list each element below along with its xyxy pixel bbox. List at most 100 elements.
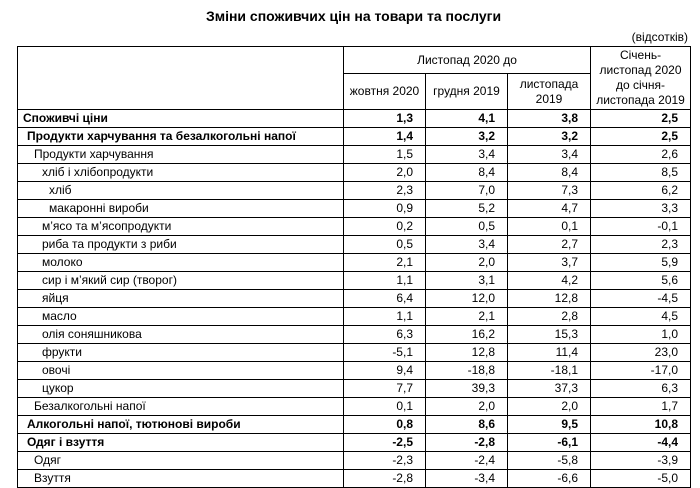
table-row: Взуття -2,8 -3,4 -6,6 -5,0 [17,469,692,488]
value-cell: 2,3 [343,181,426,200]
row-label: фрукти [17,343,344,362]
table-row: Продукти харчування 1,5 3,4 3,4 2,6 [17,145,692,164]
value-cell: 3,4 [425,235,508,254]
value-cell: 4,5 [590,307,692,326]
row-label: Алкогольні напої, тютюнові вироби [17,415,344,434]
value-cell: 2,8 [506,307,592,326]
value-cell: -3,9 [590,451,692,470]
table-header: Листопад 2020 до Січень-листопад 2020 до… [17,45,692,110]
row-label: Взуття [17,469,344,488]
value-cell: 0,9 [343,199,426,218]
value-cell: 1,4 [343,127,426,146]
value-cell: 2,7 [506,235,592,254]
value-cell: 16,2 [425,325,508,344]
value-cell: 2,1 [425,307,508,326]
value-cell: -3,4 [425,469,508,488]
row-label: масло [17,307,344,326]
value-cell: -17,0 [590,361,692,380]
value-cell: 7,7 [343,379,426,398]
value-cell: 12,8 [425,343,508,362]
table-row: олія соняшникова 6,3 16,2 15,3 1,0 [17,325,692,344]
value-cell: -5,1 [343,343,426,362]
table-row: Одяг і взуття -2,5 -2,8 -6,1 -4,4 [17,433,692,452]
value-cell: 9,5 [506,415,592,434]
value-cell: 8,4 [425,163,508,182]
value-cell: 2,0 [425,397,508,416]
price-table: Листопад 2020 до Січень-листопад 2020 до… [17,45,692,488]
value-cell: 1,7 [590,397,692,416]
row-label: сир і м’який сир (творог) [17,271,344,290]
corner-cell [17,46,344,110]
table-row: молоко 2,1 2,0 3,7 5,9 [17,253,692,272]
last-col-header: Січень-листопад 2020 до січня-листопада … [590,46,692,110]
value-cell: 2,0 [425,253,508,272]
group-header-row: Листопад 2020 до Січень-листопад 2020 до… [17,45,692,110]
value-cell: 0,1 [506,217,592,236]
value-cell: -2,5 [343,433,426,452]
value-cell: 8,6 [425,415,508,434]
table-row: яйця 6,4 12,0 12,8 -4,5 [17,289,692,308]
value-cell: -6,1 [506,433,592,452]
row-label: Споживчі ціни [17,109,344,128]
value-cell: -2,8 [343,469,426,488]
value-cell: 12,0 [425,289,508,308]
unit-note: (відсотків) [631,30,688,44]
value-cell: -6,6 [506,469,592,488]
value-cell: -4,5 [590,289,692,308]
value-cell: 1,0 [590,325,692,344]
table-body: Споживчі ціни 1,3 4,1 3,8 2,5 Продукти харчув… [17,109,692,488]
value-cell: 9,4 [343,361,426,380]
row-label: м’ясо та м’ясопродукти [17,217,344,236]
col-group-header: Листопад 2020 до [342,45,592,75]
value-cell: 3,2 [506,127,592,146]
value-cell: -2,4 [425,451,508,470]
value-cell: 6,3 [343,325,426,344]
value-cell: 10,8 [590,415,692,434]
value-cell: -2,8 [425,433,508,452]
sub-header-row: жовтня 2020 грудня 2019 листопада 2019 [18,73,691,110]
col-header-oct-2020: жовтня 2020 [343,73,426,110]
row-label: Продукти харчування [17,145,344,164]
value-cell: -2,3 [343,451,426,470]
value-cell: 5,2 [425,199,508,218]
row-label: хліб [17,181,344,200]
value-cell: 5,6 [590,271,692,290]
table-row: сир і м’який сир (творог) 1,1 3,1 4,2 5,6 [17,271,692,290]
value-cell: 2,0 [506,397,592,416]
table-row: Безалкогольні напої 0,1 2,0 2,0 1,7 [17,397,692,416]
page-title: Зміни споживчих цін на товари та послуги [205,8,502,24]
value-cell: 2,5 [590,127,692,146]
value-cell: 0,5 [343,235,426,254]
value-cell: -18,8 [425,361,508,380]
value-cell: 2,3 [590,235,692,254]
row-label: олія соняшникова [17,325,344,344]
col-header-nov-2019: листопада 2019 [506,73,592,110]
value-cell: 1,1 [343,271,426,290]
value-cell: 23,0 [590,343,692,362]
row-label: риба та продукти з риби [17,235,344,254]
value-cell: 0,1 [343,397,426,416]
table-row: Споживчі ціни 1,3 4,1 3,8 2,5 [17,109,692,128]
value-cell: 3,7 [506,253,592,272]
table-row: Алкогольні напої, тютюнові вироби 0,8 8,6 9… [17,415,692,434]
value-cell: 2,5 [590,109,692,128]
row-label: молоко [17,253,344,272]
value-cell: -0,1 [590,217,692,236]
row-label: Одяг і взуття [17,433,344,452]
value-cell: 15,3 [506,325,592,344]
table-row: хліб і хлібопродукти 2,0 8,4 8,4 8,5 [17,163,692,182]
value-cell: -18,1 [506,361,592,380]
value-cell: 2,0 [343,163,426,182]
value-cell: 12,8 [506,289,592,308]
value-cell: 3,8 [506,109,592,128]
value-cell: 2,1 [343,253,426,272]
table-row: цукор 7,7 39,3 37,3 6,3 [17,379,692,398]
value-cell: 5,9 [590,253,692,272]
value-cell: 8,4 [506,163,592,182]
value-cell: 37,3 [506,379,592,398]
value-cell: 8,5 [590,163,692,182]
value-cell: 4,2 [506,271,592,290]
col-header-dec-2019: грудня 2019 [425,73,508,110]
table-row: овочі 9,4 -18,8 -18,1 -17,0 [17,361,692,380]
row-label: яйця [17,289,344,308]
